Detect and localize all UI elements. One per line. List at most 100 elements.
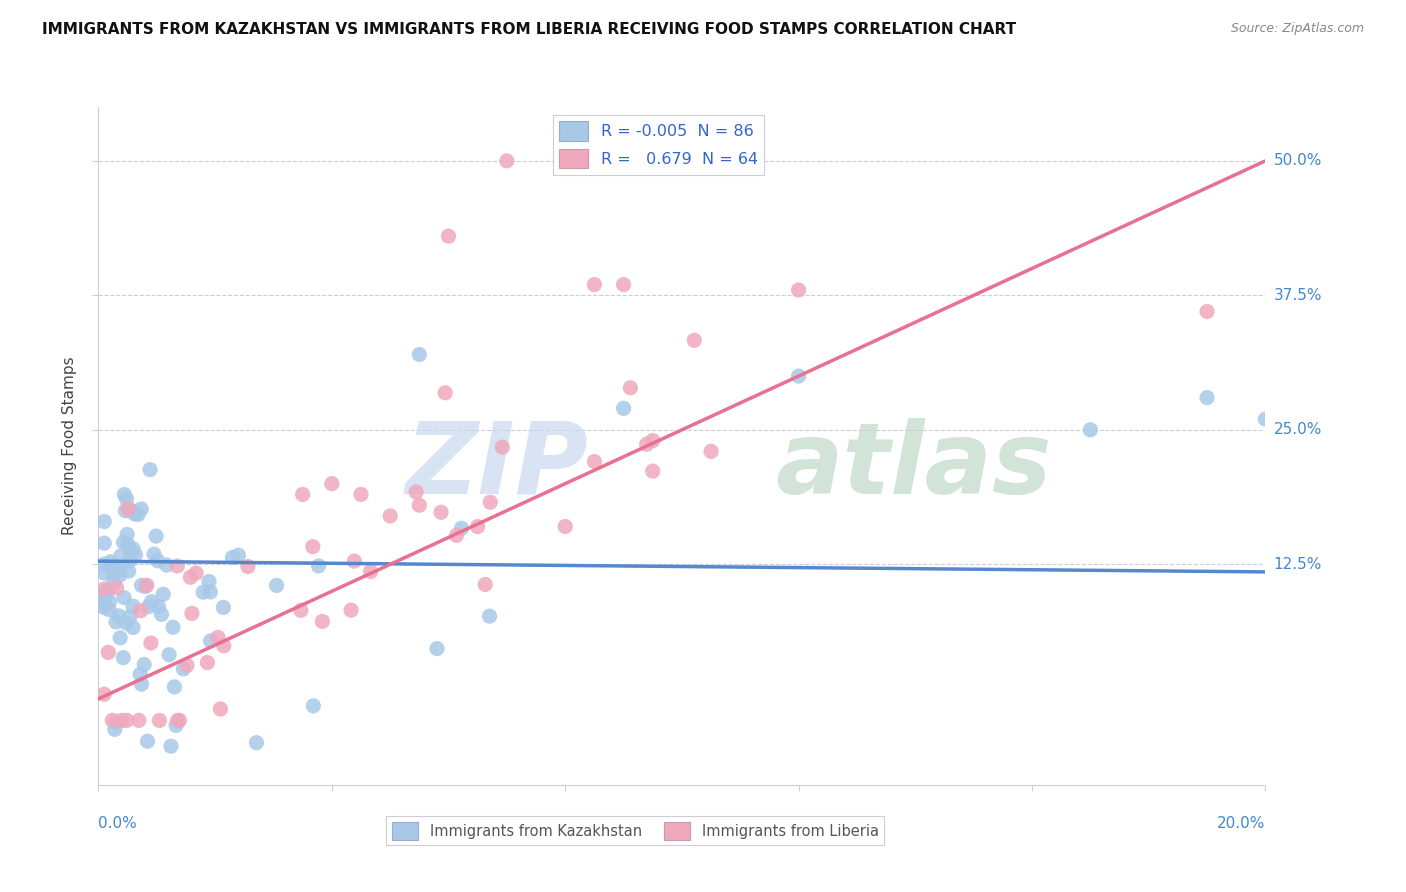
- Point: [141, 594, 163, 608]
- Point: [138, 599, 160, 614]
- Point: [93, 515, 115, 529]
- Point: [139, 636, 162, 650]
- Point: [93, 536, 115, 550]
- Point: [426, 641, 449, 656]
- Point: [103, 562, 125, 576]
- Point: [115, 615, 138, 630]
- Point: [474, 577, 496, 591]
- Point: [430, 505, 453, 519]
- Point: [184, 566, 207, 580]
- Point: [108, 568, 131, 582]
- Point: [120, 503, 142, 517]
- Point: [122, 541, 145, 556]
- Point: [108, 631, 131, 645]
- Point: [124, 507, 146, 521]
- Point: [165, 718, 187, 732]
- Point: [108, 563, 131, 577]
- Point: [554, 519, 576, 533]
- Point: [209, 702, 232, 716]
- Point: [105, 581, 128, 595]
- Point: [122, 620, 145, 634]
- Point: [93, 557, 115, 571]
- Point: [93, 600, 115, 615]
- Point: [1195, 304, 1218, 318]
- Point: [115, 714, 138, 728]
- Point: [145, 529, 167, 543]
- Point: [117, 501, 139, 516]
- Point: [434, 385, 457, 400]
- Point: [94, 588, 117, 602]
- Point: [94, 589, 117, 603]
- Point: [221, 550, 243, 565]
- Point: [612, 277, 634, 292]
- Point: [408, 498, 430, 512]
- Text: 0.0%: 0.0%: [98, 815, 138, 830]
- Point: [200, 585, 222, 599]
- Point: [360, 565, 382, 579]
- Point: [134, 580, 156, 594]
- Point: [266, 578, 288, 592]
- Point: [143, 547, 166, 561]
- Point: [166, 559, 188, 574]
- Text: 50.0%: 50.0%: [1274, 153, 1322, 169]
- Point: [93, 596, 115, 610]
- Point: [134, 657, 156, 672]
- Point: [380, 508, 402, 523]
- Point: [135, 578, 157, 592]
- Point: [103, 575, 125, 590]
- Point: [291, 487, 314, 501]
- Point: [198, 574, 221, 589]
- Point: [179, 570, 201, 584]
- Point: [115, 527, 138, 541]
- Point: [787, 283, 810, 297]
- Point: [128, 714, 150, 728]
- Text: Source: ZipAtlas.com: Source: ZipAtlas.com: [1230, 22, 1364, 36]
- Point: [110, 714, 132, 728]
- Point: [181, 607, 204, 621]
- Point: [1254, 412, 1277, 426]
- Point: [683, 334, 706, 348]
- Point: [120, 545, 142, 559]
- Point: [228, 548, 250, 562]
- Point: [200, 634, 222, 648]
- Point: [112, 535, 135, 549]
- Point: [478, 609, 501, 624]
- Point: [641, 464, 664, 478]
- Point: [437, 229, 460, 244]
- Point: [302, 698, 325, 713]
- Text: 12.5%: 12.5%: [1274, 557, 1322, 572]
- Point: [98, 602, 121, 616]
- Point: [118, 554, 141, 568]
- Point: [112, 591, 135, 605]
- Point: [105, 615, 128, 629]
- Point: [236, 559, 259, 574]
- Point: [583, 277, 606, 292]
- Point: [207, 631, 229, 645]
- Point: [169, 714, 191, 728]
- Point: [195, 656, 218, 670]
- Point: [150, 607, 173, 622]
- Point: [350, 487, 373, 501]
- Point: [641, 434, 664, 448]
- Point: [118, 564, 141, 578]
- Point: [112, 487, 135, 501]
- Point: [104, 715, 127, 730]
- Point: [101, 714, 124, 728]
- Point: [107, 608, 129, 623]
- Point: [172, 662, 194, 676]
- Point: [1195, 391, 1218, 405]
- Point: [100, 555, 122, 569]
- Point: [157, 648, 180, 662]
- Point: [496, 153, 519, 168]
- Point: [446, 528, 468, 542]
- Point: [124, 548, 146, 562]
- Text: atlas: atlas: [775, 417, 1052, 515]
- Point: [131, 677, 153, 691]
- Point: [97, 583, 120, 598]
- Point: [93, 582, 115, 596]
- Point: [129, 604, 152, 618]
- Point: [162, 620, 184, 634]
- Point: [612, 401, 634, 416]
- Point: [136, 734, 159, 748]
- Point: [131, 578, 153, 592]
